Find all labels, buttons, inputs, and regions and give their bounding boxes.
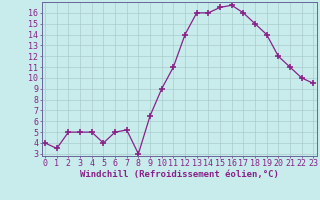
X-axis label: Windchill (Refroidissement éolien,°C): Windchill (Refroidissement éolien,°C)	[80, 170, 279, 179]
